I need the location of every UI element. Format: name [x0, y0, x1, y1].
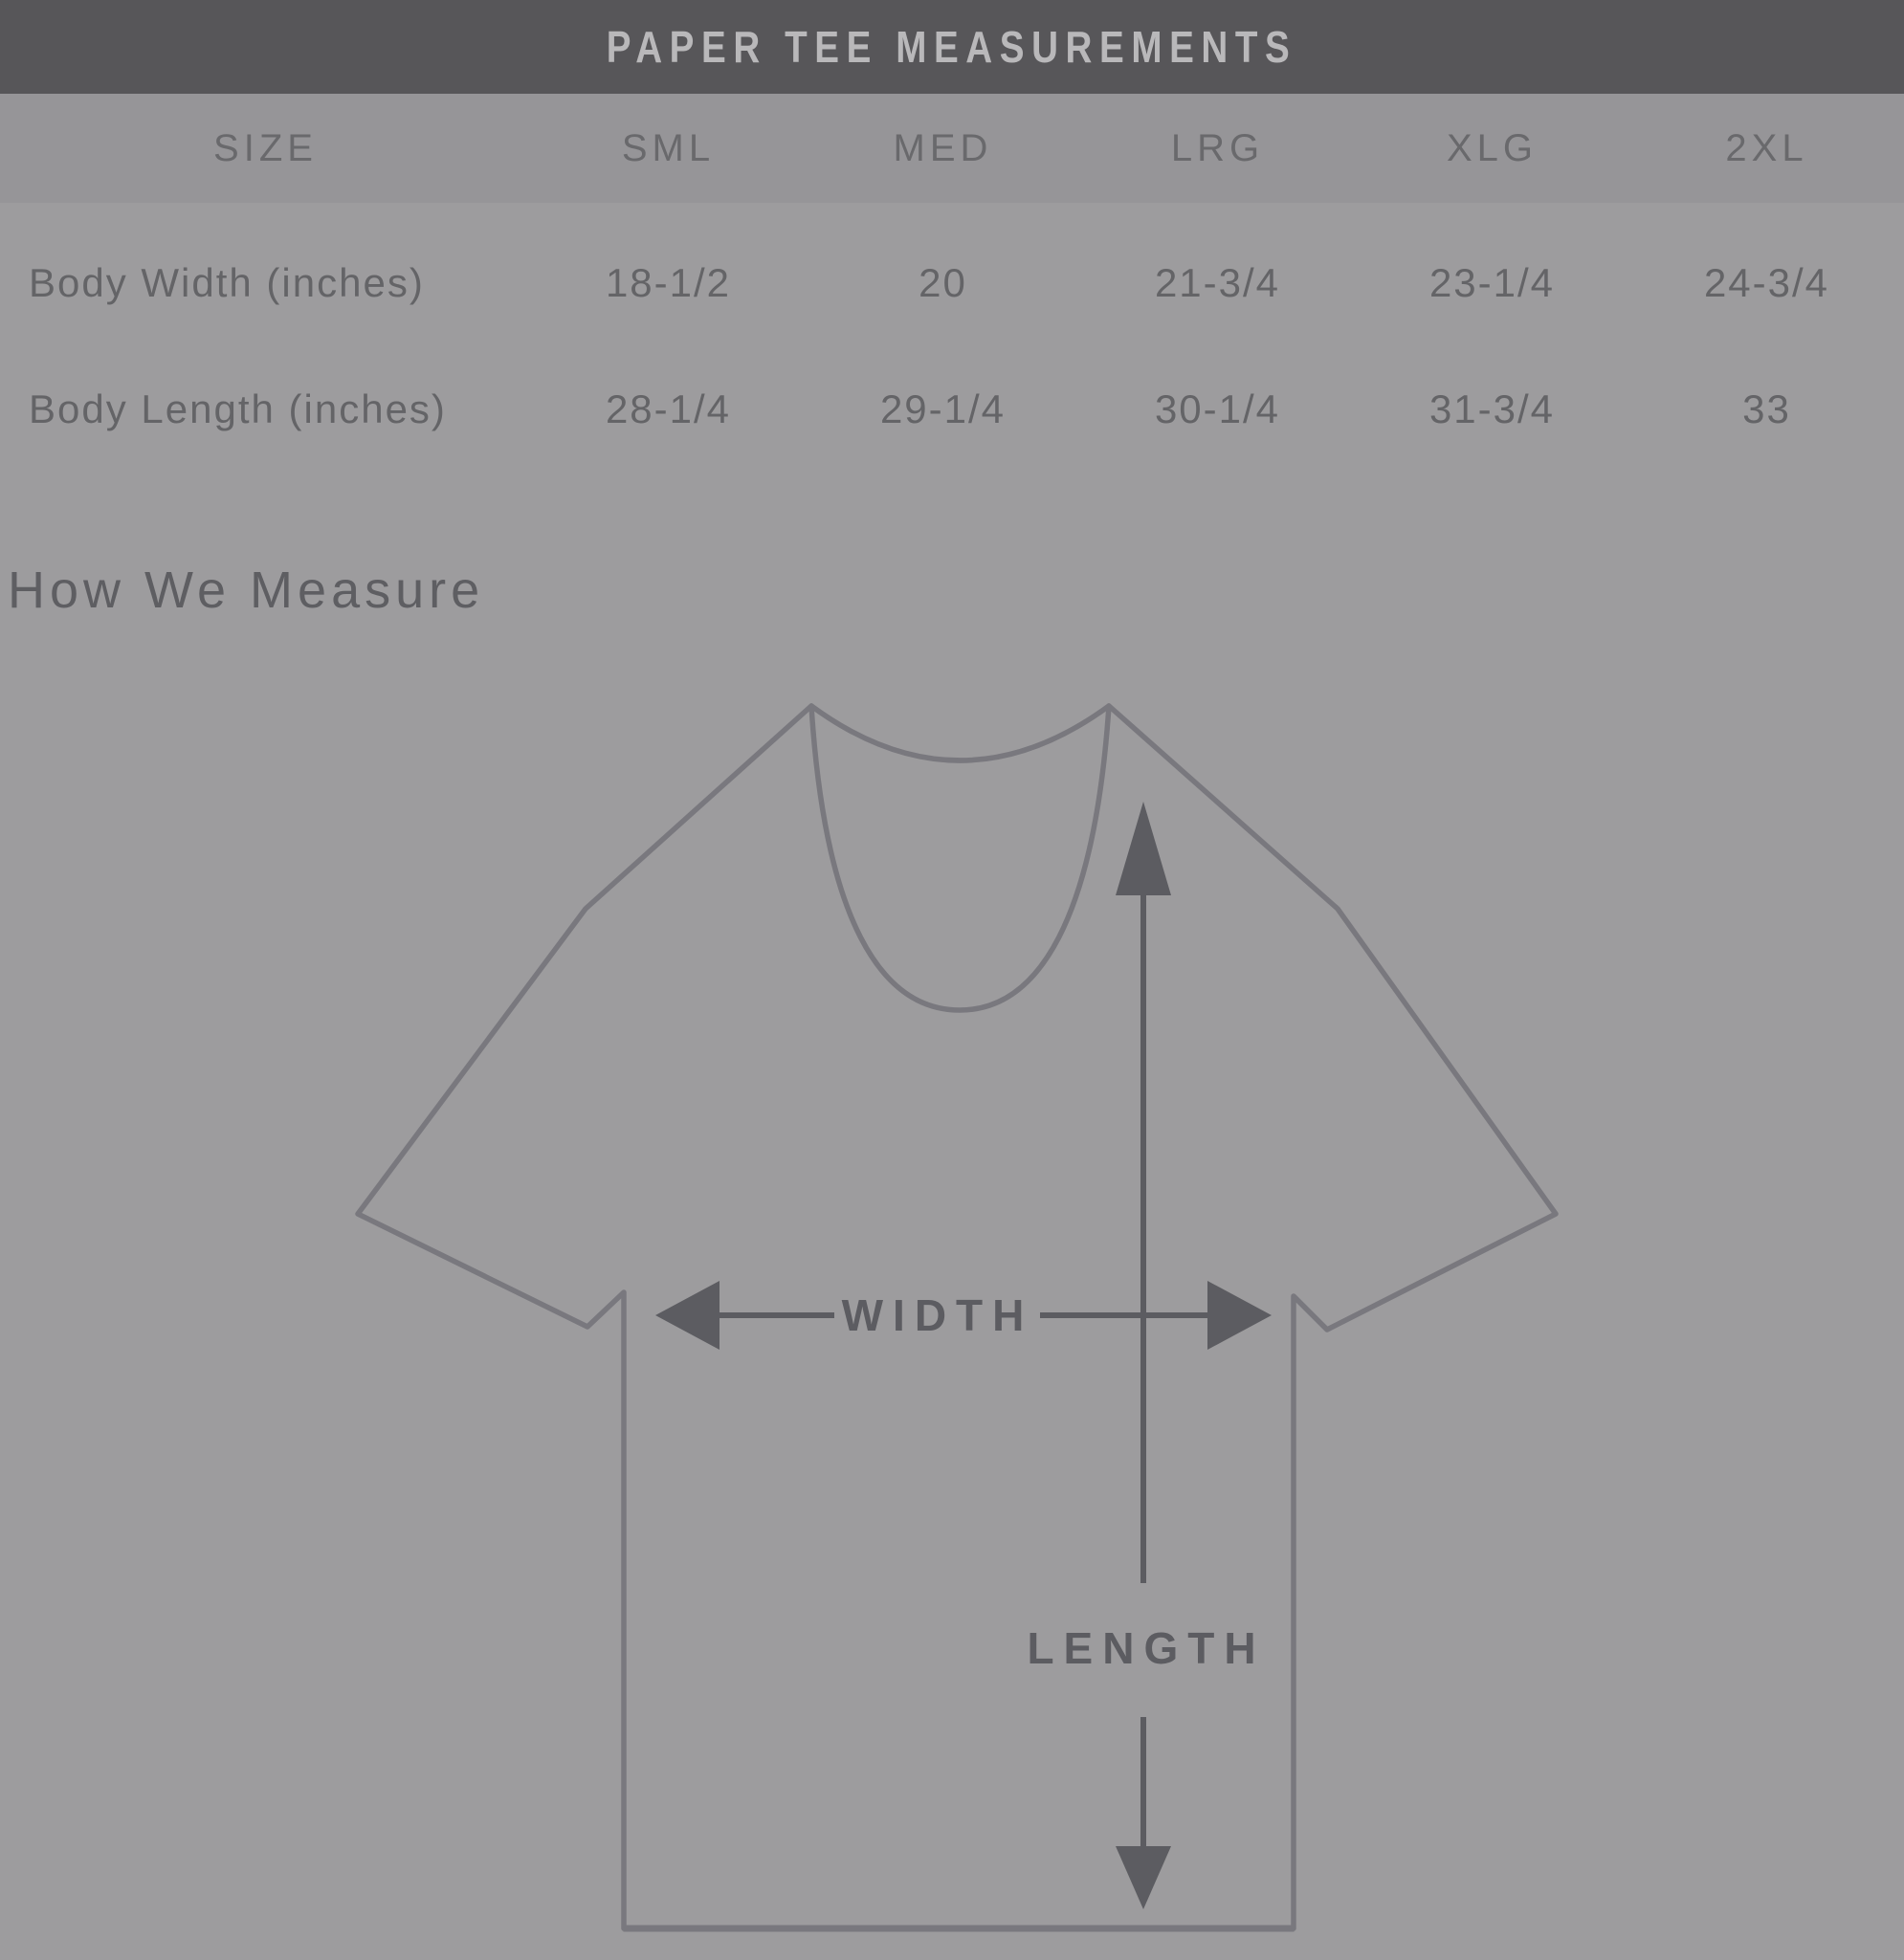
column-header-xlg: XLG	[1446, 126, 1539, 169]
column-header-lrg: LRG	[1170, 126, 1265, 169]
row-label-body-length: Body Length (inches)	[29, 386, 447, 431]
body-width-2xl: 24-3/4	[1703, 260, 1830, 305]
body-length-2xl: 33	[1742, 386, 1791, 431]
body-length-lrg: 30-1/4	[1154, 386, 1281, 431]
table-row-body-length: Body Length (inches) 28-1/4 29-1/4 30-1/…	[0, 386, 1904, 431]
body-length-med: 29-1/4	[879, 386, 1007, 431]
body-width-lrg: 21-3/4	[1154, 260, 1281, 305]
row-label-body-width: Body Width (inches)	[29, 260, 425, 305]
length-arrow-top-head	[1116, 802, 1171, 895]
body-width-med: 20	[919, 260, 967, 305]
body-length-sml: 28-1/4	[605, 386, 732, 431]
column-header-med: MED	[893, 126, 993, 169]
size-chart-header-row: SIZE SML MED LRG XLG 2XL	[0, 94, 1904, 203]
tshirt-neckline	[808, 703, 1112, 1013]
section-heading: How We Measure	[8, 562, 485, 619]
tshirt-outline	[355, 703, 1559, 1931]
column-header-size: SIZE	[213, 126, 318, 169]
size-chart-title-bar: PAPER TEE MEASUREMENTS	[0, 0, 1904, 94]
length-label: LENGTH	[1027, 1623, 1265, 1673]
column-header-sml: SML	[621, 126, 716, 169]
table-row-body-width: Body Width (inches) 18-1/2 20 21-3/4 23-…	[0, 260, 1904, 305]
column-header-2xl: 2XL	[1725, 126, 1808, 169]
length-arrow-bottom-head	[1116, 1846, 1171, 1909]
size-chart-title: PAPER TEE MEASUREMENTS	[607, 22, 1297, 72]
width-arrow-right-head	[1207, 1281, 1272, 1350]
tshirt-measurement-diagram: WIDTH LENGTH	[355, 703, 1559, 1932]
body-width-xlg: 23-1/4	[1428, 260, 1556, 305]
body-length-xlg: 31-3/4	[1428, 386, 1556, 431]
body-width-sml: 18-1/2	[605, 260, 732, 305]
width-label: WIDTH	[842, 1290, 1034, 1340]
width-arrow-left-head	[655, 1281, 720, 1350]
